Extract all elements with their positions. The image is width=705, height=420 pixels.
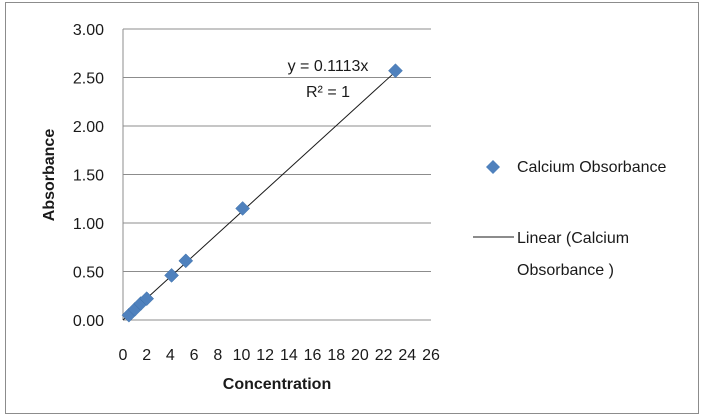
diamond-marker-icon xyxy=(486,160,500,174)
data-point xyxy=(139,291,155,307)
legend-item-series: Calcium Obsorbance xyxy=(486,159,667,176)
x-tick-label: 8 xyxy=(213,347,222,364)
x-tick-label: 12 xyxy=(256,347,274,364)
y-tick-label: 1.00 xyxy=(73,216,104,233)
legend-label-trendline: Linear (Calcium Obsorbance ) xyxy=(517,230,634,279)
data-points xyxy=(121,63,403,323)
legend-item-trendline: Linear (Calcium Obsorbance ) xyxy=(473,230,634,279)
x-tick-label: 0 xyxy=(119,347,128,364)
legend: Calcium Obsorbance Linear (Calcium Obsor… xyxy=(473,159,667,279)
y-tick-label: 2.50 xyxy=(73,71,104,88)
gridlines xyxy=(123,28,431,272)
data-point xyxy=(388,63,403,79)
tick-labels: 0.000.501.001.502.002.503.000 2 4 6 8 10 12 14 1… xyxy=(73,22,440,364)
x-tick-label: 22 xyxy=(375,347,393,364)
legend-label-series: Calcium Obsorbance xyxy=(517,159,667,176)
y-tick-label: 0.50 xyxy=(73,265,104,282)
trendline-equation: y = 0.1113x xyxy=(288,58,369,75)
axes xyxy=(122,29,431,321)
y-tick-label: 2.00 xyxy=(73,119,104,136)
x-axis-title: Concentration xyxy=(223,376,331,393)
x-tick-label: 18 xyxy=(327,347,345,364)
x-tick-label: 20 xyxy=(351,347,369,364)
y-tick-label: 1.50 xyxy=(73,168,104,185)
y-tick-label: 3.00 xyxy=(73,22,104,39)
x-tick-label: 16 xyxy=(304,347,322,364)
data-point xyxy=(164,268,179,283)
x-tick-label: 2 xyxy=(142,347,151,364)
x-tick-label: 24 xyxy=(398,347,416,364)
r-squared-label: R² = 1 xyxy=(306,84,350,101)
x-tick-label: 10 xyxy=(233,347,251,364)
x-tick-label: 4 xyxy=(166,347,175,364)
x-tick-label: 14 xyxy=(280,347,298,364)
y-axis-title: Absorbance xyxy=(41,129,58,222)
chart-frame xyxy=(5,2,699,414)
x-tick-label: 26 xyxy=(422,347,440,364)
data-point xyxy=(235,201,250,216)
y-tick-label: 0.00 xyxy=(73,313,104,330)
x-tick-label: 6 xyxy=(190,347,199,364)
trendline-layer xyxy=(122,71,396,321)
trendline xyxy=(122,71,396,321)
data-point xyxy=(178,253,194,269)
